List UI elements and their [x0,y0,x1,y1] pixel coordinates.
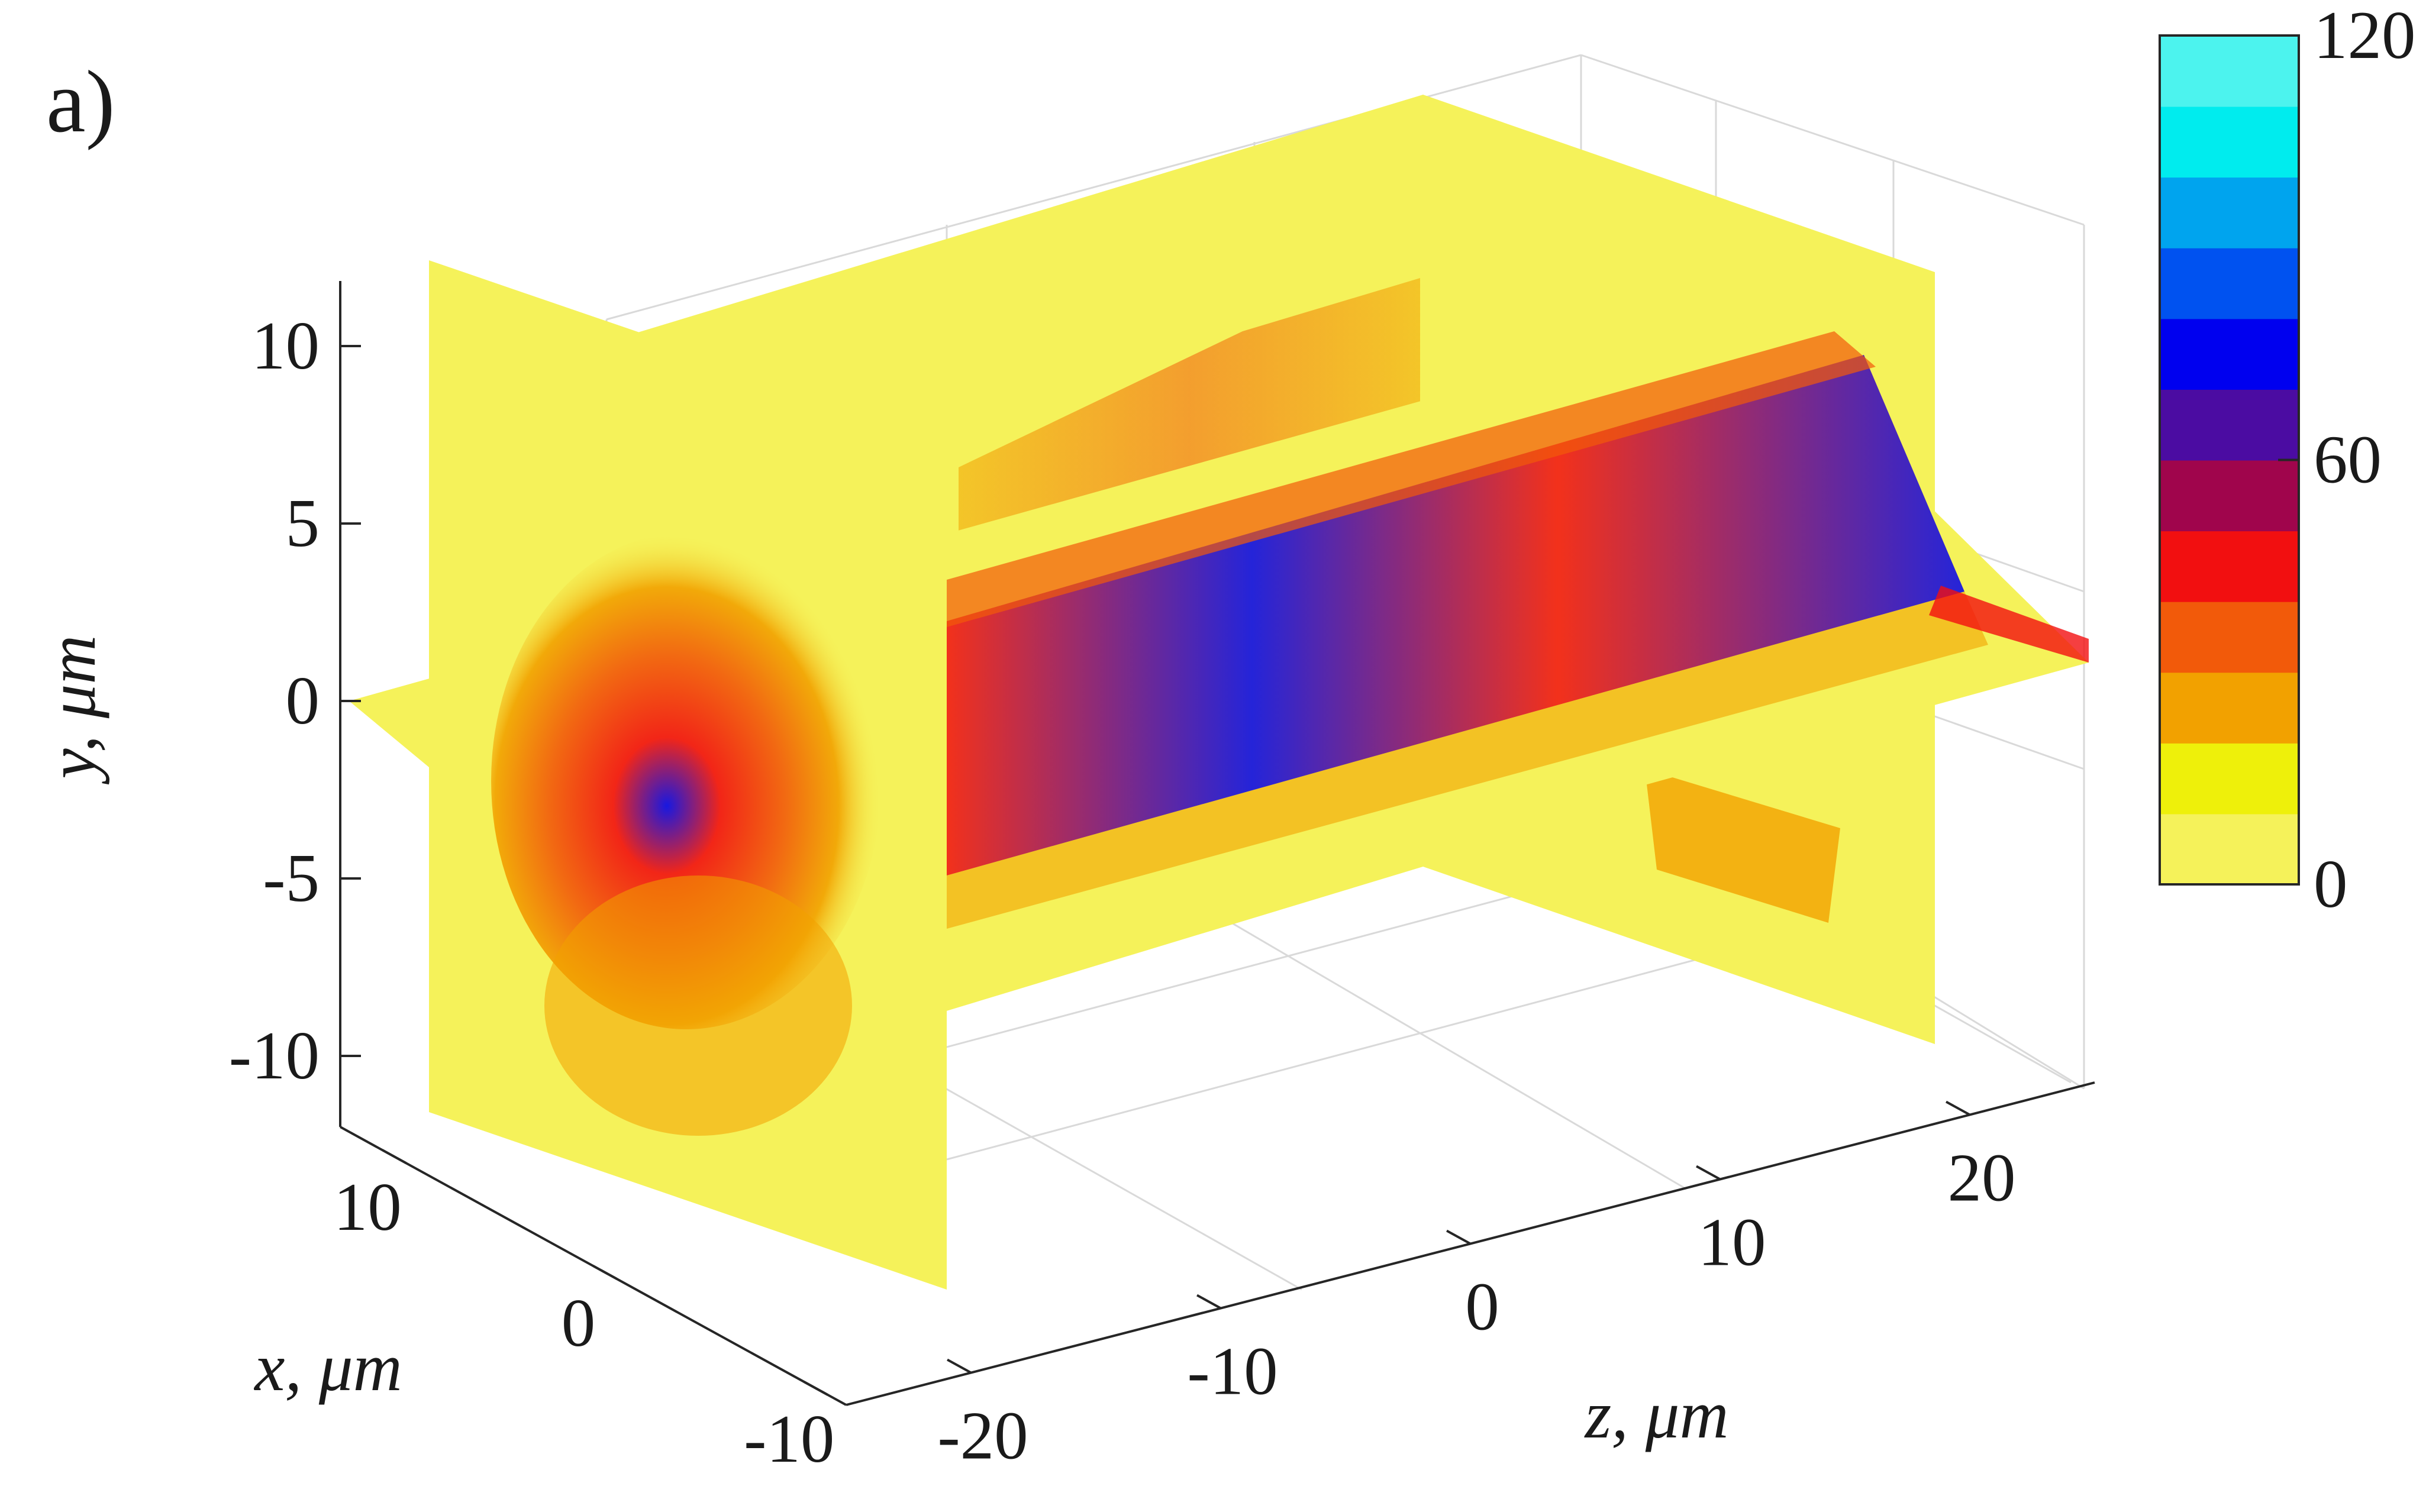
x-ticks: 10 0 -10 [334,1149,834,1477]
grid-line [1580,54,2085,226]
colorbar-level [2160,177,2299,248]
colorbar-level [2160,389,2299,461]
colorbar-level [2160,460,2299,532]
x-tick-label: -10 [744,1401,834,1477]
x-tick-label: 10 [334,1169,402,1245]
colorbar-level [2160,742,2299,815]
colorbar-tick-label: 120 [2314,0,2416,73]
slice-region-warm [1645,769,1840,923]
x-tick-mark [382,1149,407,1164]
colorbar-level [2160,106,2299,178]
x-tick-mark [803,1381,828,1396]
colorbar-level [2160,318,2299,390]
slice-region-warm [947,331,1876,627]
z-tick-label: -20 [937,1398,1028,1474]
y-tick-label: 10 [251,308,320,383]
colorbar-level [2160,531,2299,602]
z-axis-label: z, μm [1583,1377,1728,1452]
grid-line [1201,904,1687,1190]
slice-region-hot [1929,586,2089,663]
z-tick-mark [947,1358,972,1374]
z-tick-label: 10 [1698,1205,1766,1280]
z-tick-mark [1946,1100,1970,1116]
slice-z-negative [429,260,947,1290]
z-tick-mark [1446,1229,1471,1245]
slice-region-warm [544,875,852,1136]
colorbar-level [2160,35,2299,107]
y-tick-label: -5 [263,841,320,916]
z-tick-mark [1196,1294,1221,1310]
x-tick-label: 0 [562,1285,596,1361]
colorbar-tick-label: 60 [2314,422,2382,497]
colorbar-level [2160,601,2299,673]
y-tick-label: -10 [229,1018,320,1093]
colorbar-level [2160,672,2299,744]
colorbar: 120 60 0 [2159,0,2416,922]
y-tick-label: 0 [286,663,320,738]
panel-label: a) [46,53,115,151]
colorbar-level [2160,813,2299,885]
z-ticks: -20 -10 0 10 20 [937,1100,2016,1474]
colorbar-tick-label: 0 [2314,847,2348,922]
slice-region-hot [947,355,1964,875]
z-tick-label: -10 [1187,1334,1277,1409]
z-tick-label: 20 [1948,1141,2016,1216]
slice-region-warm [947,592,1988,929]
x-axis-label: x, μm [253,1330,402,1405]
x-tick-mark [592,1265,618,1280]
colorbar-level [2160,247,2299,319]
z-tick-label: 0 [1465,1269,1499,1345]
z-tick-mark [1696,1165,1721,1181]
y-ticks: 10 5 0 -5 -10 [229,308,361,1093]
y-tick-label: 5 [286,486,320,561]
y-axis-label: y, μm [34,635,109,785]
